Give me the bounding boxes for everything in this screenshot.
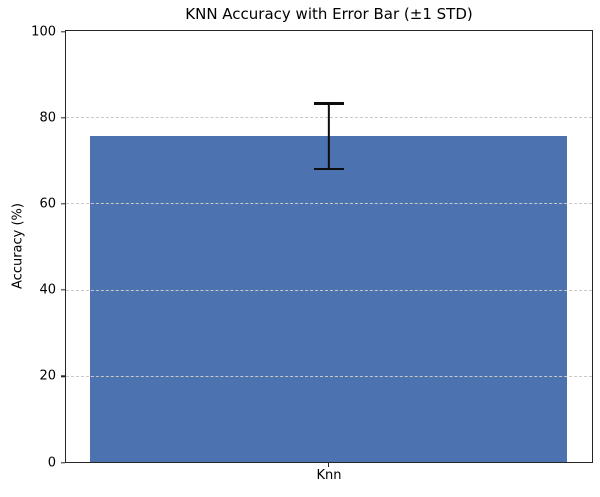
y-tick-label-20: 20 bbox=[39, 368, 56, 384]
plot-area bbox=[65, 30, 593, 463]
y-tick-mark bbox=[61, 461, 65, 464]
y-axis-ticks: 0 20 40 60 80 100 bbox=[0, 25, 65, 469]
chart-title: KNN Accuracy with Error Bar (±1 STD) bbox=[185, 5, 473, 23]
y-tick-label-0: 0 bbox=[47, 455, 56, 470]
gridline-40 bbox=[66, 289, 592, 291]
gridline-20 bbox=[66, 375, 592, 377]
y-tick-label-100: 100 bbox=[31, 24, 56, 39]
y-tick-mark bbox=[61, 289, 65, 291]
error-bar-stem bbox=[327, 102, 331, 170]
y-tick-mark bbox=[61, 30, 65, 33]
bar-knn bbox=[89, 136, 567, 462]
gridline-60 bbox=[66, 203, 592, 205]
y-tick-mark bbox=[61, 203, 65, 205]
y-tick-mark bbox=[61, 375, 65, 377]
error-bar bbox=[314, 101, 344, 171]
y-tick-label-60: 60 bbox=[39, 196, 56, 212]
y-tick-mark bbox=[61, 116, 65, 119]
x-tick-label: Knn bbox=[316, 468, 342, 483]
y-tick-label-80: 80 bbox=[39, 110, 56, 126]
x-tick-mark bbox=[328, 463, 330, 467]
y-tick-label-40: 40 bbox=[39, 282, 56, 298]
error-bar-bottom-cap bbox=[314, 167, 344, 171]
